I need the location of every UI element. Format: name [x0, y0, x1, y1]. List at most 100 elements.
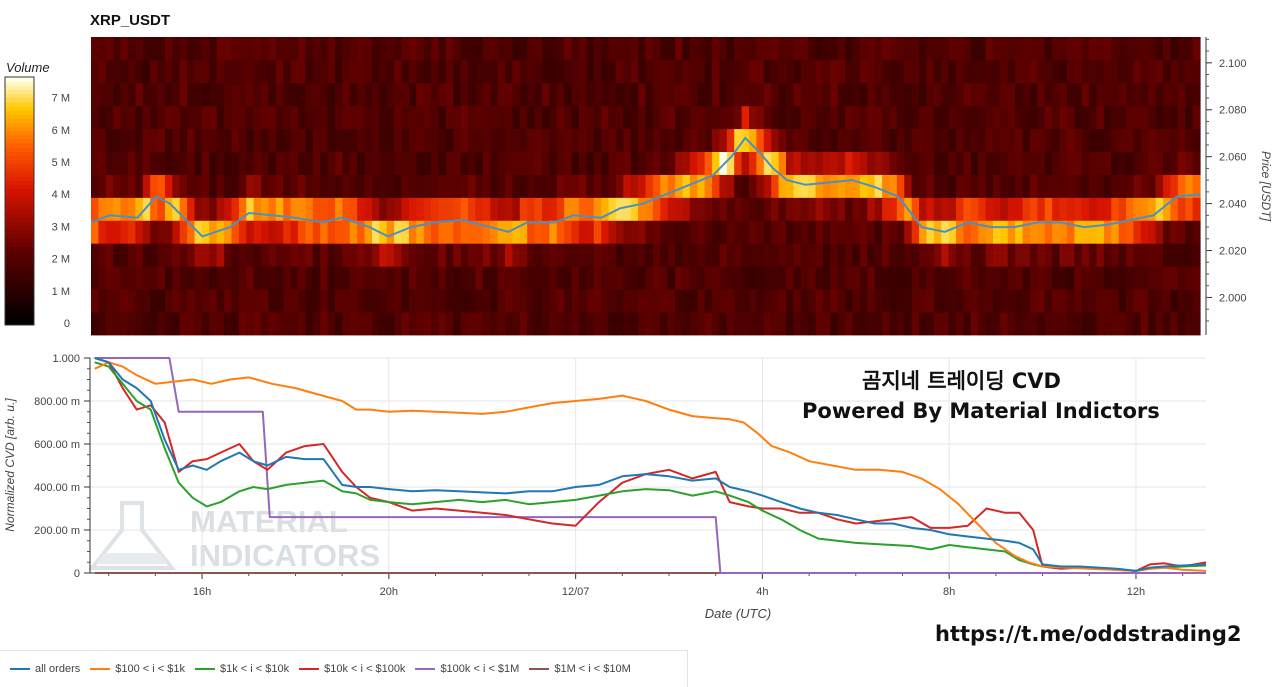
heatmap-cell — [1177, 59, 1186, 84]
heatmap-cell — [712, 37, 721, 61]
heatmap-cell — [963, 220, 972, 244]
colorbar-step — [5, 188, 34, 194]
heatmap-cell — [763, 243, 772, 267]
heatmap-cell — [1140, 312, 1149, 336]
heatmap-cell — [741, 174, 750, 198]
heatmap-cell — [926, 220, 935, 244]
heatmap-cell — [749, 151, 757, 175]
heatmap-cell — [512, 151, 521, 175]
heatmap-cell — [734, 128, 743, 153]
heatmap-cell — [327, 312, 336, 336]
heatmap-cell — [1111, 82, 1120, 107]
heatmap-cell — [808, 37, 817, 61]
heatmap-cell — [371, 312, 380, 336]
heatmap-cell — [778, 289, 787, 313]
heatmap-cell — [505, 105, 514, 130]
heatmap-cell — [1000, 312, 1009, 336]
heatmap-cell — [734, 312, 743, 336]
heatmap-cell — [756, 128, 765, 153]
heatmap-cell — [1089, 128, 1098, 153]
heatmap-cell — [867, 289, 876, 313]
heatmap-cell — [135, 289, 144, 313]
heatmap-cell — [837, 82, 846, 107]
heatmap-cell — [275, 289, 284, 313]
heatmap-cell — [475, 174, 484, 198]
heatmap-cell — [992, 266, 1001, 290]
heatmap-cell — [187, 151, 196, 175]
heatmap-cell — [586, 59, 595, 84]
heatmap-cell — [564, 151, 573, 175]
colorbar-step — [5, 217, 34, 223]
heatmap-cell — [386, 151, 395, 175]
legend-item[interactable]: $10k < i < $100k — [299, 663, 405, 675]
heatmap-cell — [268, 312, 277, 336]
heatmap-cell — [889, 151, 898, 175]
heatmap-cell — [1103, 266, 1112, 290]
heatmap-cell — [194, 128, 203, 153]
legend-item[interactable]: all orders — [10, 663, 80, 675]
heatmap-cell — [1111, 266, 1120, 290]
legend-item[interactable]: $1M < i < $10M — [529, 663, 631, 675]
heatmap-cell — [911, 151, 920, 175]
heatmap-cell — [556, 174, 565, 198]
heatmap-cell — [719, 220, 728, 244]
heatmap-cell — [830, 220, 839, 244]
heatmap-cell — [845, 151, 854, 175]
heatmap-cell — [1118, 312, 1127, 336]
heatmap-cell — [216, 128, 225, 153]
heatmap-cell — [926, 266, 935, 290]
heatmap-cell — [630, 82, 639, 107]
heatmap-cell — [527, 105, 536, 130]
heatmap-cell — [172, 174, 181, 198]
heatmap-cell — [793, 151, 802, 175]
heatmap-cell — [298, 243, 306, 267]
heatmap-cell — [98, 266, 107, 290]
heatmap-cell — [1000, 174, 1009, 198]
heatmap-cell — [889, 197, 898, 221]
heatmap-cell — [320, 174, 329, 198]
heatmap-cell — [209, 289, 218, 313]
heatmap-cell — [682, 59, 691, 84]
legend-item[interactable]: $100 < i < $1k — [90, 663, 185, 675]
heatmap-cell — [445, 128, 454, 153]
heatmap-cell — [941, 289, 950, 313]
heatmap-cell — [697, 59, 706, 84]
heatmap-cell — [1118, 128, 1127, 153]
heatmap-cell — [327, 59, 336, 84]
heatmap-cell — [623, 312, 632, 336]
heatmap-cell — [423, 82, 432, 107]
heatmap-cell — [194, 312, 203, 336]
heatmap-cell — [1066, 105, 1075, 130]
heatmap-cell — [238, 312, 247, 336]
heatmap-cell — [623, 105, 632, 130]
heatmap-cell — [349, 151, 358, 175]
heatmap-cell — [157, 37, 166, 61]
heatmap-cell — [1148, 243, 1157, 267]
heatmap-cell — [601, 220, 610, 244]
heatmap-cell — [896, 266, 905, 290]
heatmap-cell — [275, 105, 284, 130]
heatmap-cell — [1163, 128, 1172, 153]
heatmap-cell — [187, 312, 196, 336]
heatmap-cell — [593, 312, 602, 336]
heatmap-cell — [933, 82, 942, 107]
cvd-y-tick-label: 400.00 m — [34, 482, 80, 494]
heatmap-cell — [741, 151, 750, 175]
heatmap-cell — [956, 128, 965, 153]
heatmap-cell — [1000, 105, 1009, 130]
heatmap-cell — [726, 105, 735, 130]
heatmap-cell — [793, 289, 802, 313]
heatmap-cell — [349, 220, 358, 244]
heatmap-cell — [549, 220, 558, 244]
heatmap-cell — [120, 82, 129, 107]
heatmap-cell — [253, 59, 262, 84]
heatmap-cell — [460, 174, 469, 198]
heatmap-cell — [726, 174, 735, 198]
heatmap-cell — [357, 266, 366, 290]
heatmap-cell — [505, 197, 514, 221]
heatmap-cell — [127, 105, 136, 130]
heatmap-cell — [91, 220, 99, 244]
legend-item[interactable]: $100k < i < $1M — [415, 663, 519, 675]
legend-item[interactable]: $1k < i < $10k — [194, 663, 289, 675]
heatmap-cell — [675, 266, 684, 290]
